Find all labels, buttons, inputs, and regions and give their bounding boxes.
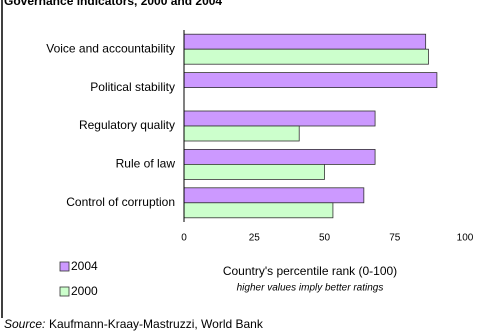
- x-axis-label: Country's percentile rank (0-100): [223, 264, 397, 278]
- bar: [183, 148, 376, 165]
- bar: [183, 110, 376, 127]
- legend-label: 2004: [71, 259, 98, 273]
- x-axis-note: higher values imply better ratings: [237, 283, 384, 294]
- y-tick-label: Rule of law: [116, 157, 176, 171]
- y-tick-label: Political stability: [90, 80, 175, 94]
- bar: [183, 163, 325, 180]
- x-tick-label: 75: [389, 233, 401, 244]
- chart-title: Governance indicators, 2000 and 2004: [4, 0, 222, 8]
- bar: [183, 187, 365, 204]
- x-tick-label: 0: [181, 233, 187, 244]
- bar: [183, 202, 334, 219]
- y-tick-label: Voice and accountability: [46, 41, 175, 55]
- bar: [183, 33, 427, 50]
- bar: [183, 48, 429, 65]
- y-tick-label: Regulatory quality: [79, 118, 175, 132]
- source-label: Source:: [4, 317, 45, 331]
- x-tick-label: 50: [319, 233, 331, 244]
- bar: [183, 125, 300, 142]
- legend-label: 2000: [71, 284, 98, 298]
- bar: [183, 72, 438, 88]
- x-tick-label: 25: [249, 233, 261, 244]
- y-tick-label: Control of corruption: [66, 195, 175, 209]
- source: Kaufmann-Kraay-Mastruzzi, World Bank: [49, 317, 264, 331]
- legend-swatch: [59, 261, 70, 272]
- legend-swatch: [59, 286, 70, 297]
- x-tick-label: 100: [457, 233, 474, 244]
